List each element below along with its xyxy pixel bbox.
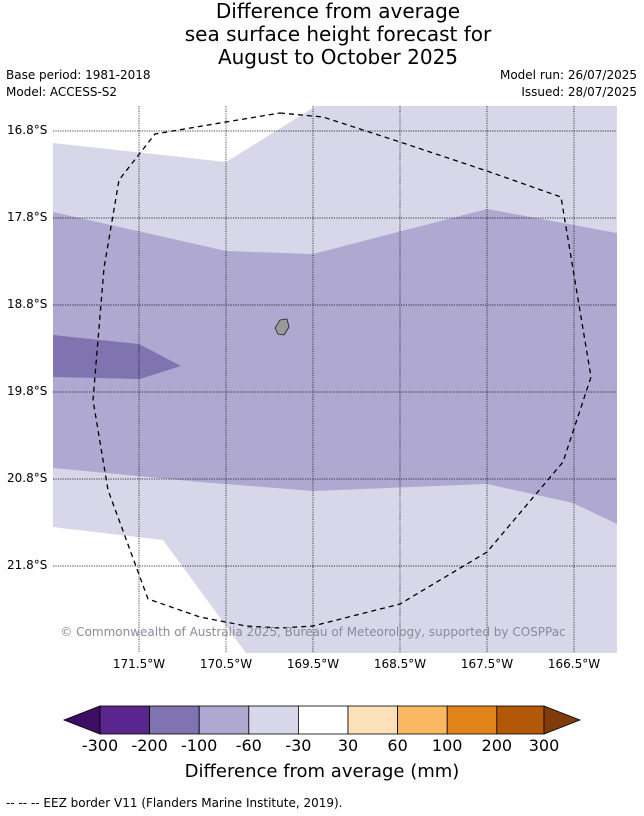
- map-title: Difference from average sea surface heig…: [0, 0, 644, 69]
- colorbar-title: Difference from average (mm): [0, 761, 644, 782]
- meta-right: Model run: 26/07/2025 Issued: 28/07/2025: [500, 67, 637, 101]
- colorbar-segment-3: [198, 705, 250, 735]
- lon-label-6: 166.5°W: [547, 657, 601, 671]
- base-period: Base period: 1981-2018: [6, 68, 151, 82]
- copyright-notice: © Commonwealth of Australia 2025, Bureau…: [60, 625, 566, 639]
- lat-label-1: 16.8°S: [7, 123, 48, 137]
- lon-label-4: 168.5°W: [373, 657, 427, 671]
- island-land: [274, 318, 290, 336]
- model-name: Model: ACCESS-S2: [6, 85, 118, 99]
- band-minus200-minus100: [53, 335, 181, 379]
- lon-label-3: 169.5°W: [286, 657, 340, 671]
- colorbar-tick-5: -30: [285, 736, 312, 755]
- lat-label-5: 20.8°S: [7, 471, 48, 485]
- title-line-3: August to October 2025: [217, 45, 459, 69]
- title-line-1: Difference from average: [215, 0, 461, 23]
- colorbar-segment-9: [496, 705, 545, 735]
- colorbar-tick-8: 100: [431, 736, 463, 755]
- title-line-2: sea surface height forecast for: [184, 22, 492, 46]
- colorbar-segment-4: [248, 705, 299, 735]
- model-run: Model run: 26/07/2025: [499, 68, 637, 82]
- colorbar-tick-3: -100: [181, 736, 218, 755]
- lat-label-4: 19.8°S: [7, 384, 48, 398]
- colorbar: [62, 705, 582, 735]
- lat-gridlines: [53, 130, 617, 567]
- band-minus100-minus60: [53, 209, 617, 524]
- colorbar-tick-10: 300: [528, 736, 560, 755]
- map-canvas: [53, 106, 617, 653]
- lat-label-3: 18.8°S: [7, 297, 48, 311]
- colorbar-tick-7: 60: [387, 736, 408, 755]
- eez-footnote: -- -- -- EEZ border V11 (Flanders Marine…: [6, 796, 343, 810]
- colorbar-tick-6: 30: [337, 736, 359, 755]
- lat-label-6: 21.8°S: [7, 558, 48, 572]
- colorbar-segment-8: [446, 705, 498, 735]
- colorbar-segment-5: [297, 705, 349, 735]
- lon-label-2: 170.5°W: [199, 657, 253, 671]
- colorbar-title-text: Difference from average (mm): [184, 761, 460, 782]
- lon-label-5: 167.5°W: [460, 657, 514, 671]
- meta-left: Base period: 1981-2018 Model: ACCESS-S2: [6, 67, 151, 101]
- issued-date: Issued: 28/07/2025: [521, 85, 637, 99]
- colorbar-extend-high: [543, 705, 582, 735]
- colorbar-segment-2: [149, 705, 200, 735]
- colorbar-segment-1: [99, 705, 150, 735]
- colorbar-tick-1: -300: [81, 736, 119, 755]
- colorbar-segment-7: [397, 705, 448, 735]
- lon-label-1: 171.5°W: [112, 657, 166, 671]
- colorbar-extend-low: [62, 705, 101, 735]
- lat-label-2: 17.8°S: [7, 210, 48, 224]
- eez-border: [92, 112, 592, 629]
- colorbar-tick-9: 200: [481, 736, 513, 755]
- colorbar-segment-6: [347, 705, 398, 735]
- colorbar-tick-2: -200: [131, 736, 168, 755]
- colorbar-tick-4: -60: [235, 736, 262, 755]
